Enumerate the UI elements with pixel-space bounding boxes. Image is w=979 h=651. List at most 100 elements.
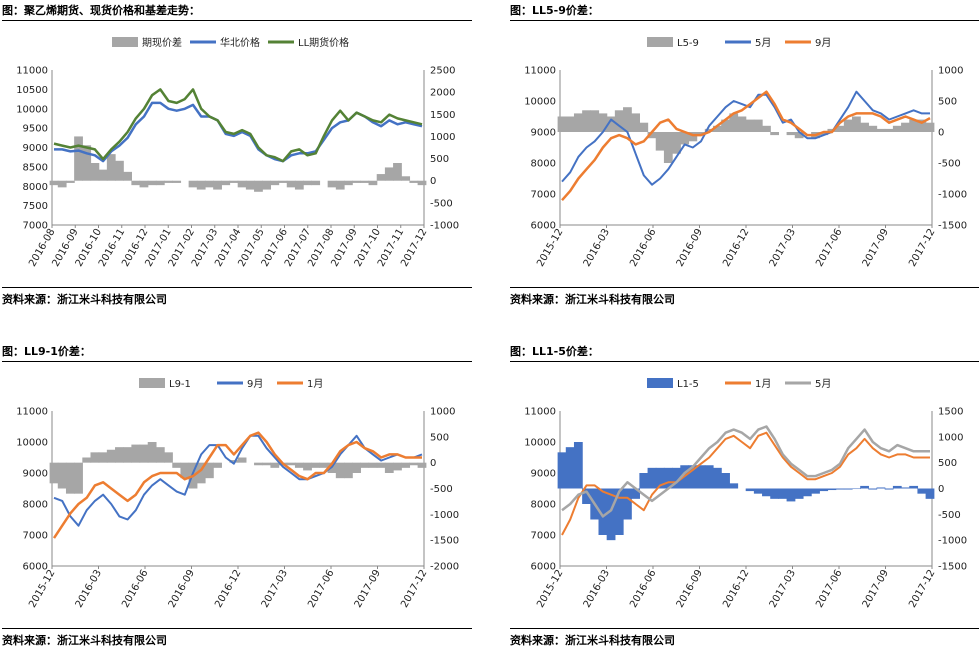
right-tick-label: -1500	[938, 562, 967, 573]
chart-ll9-1: 11000 10000 9000 8000 7000 6000 1000 500 0 -500 -1…	[2, 361, 472, 631]
area-bar	[188, 180, 198, 188]
x-tick-label: 2015-12	[535, 227, 565, 269]
panel-ll1-5: 图：LL1-5价差： 11000 10000 9000 8000 7000 6000 150…	[510, 343, 979, 651]
area-bar	[147, 180, 157, 186]
series-1月-line	[561, 431, 930, 536]
area-bar	[672, 467, 681, 489]
area-bar	[270, 180, 280, 186]
left-tick-label: 8000	[23, 182, 48, 193]
right-tick-label: -1500	[430, 536, 459, 547]
left-tick-label: 11000	[524, 66, 556, 77]
right-tick-label: -500	[430, 198, 453, 209]
x-tick-label: 2017-03	[260, 568, 290, 610]
area-bar	[606, 488, 616, 541]
panel-title: 图：LL5-9价差：	[510, 4, 599, 17]
area-bar	[221, 180, 231, 186]
area-bar	[139, 444, 149, 463]
area-bar	[204, 180, 214, 188]
right-tick-label: -1000	[430, 510, 459, 521]
x-tick-label: 2016-06	[628, 227, 658, 269]
area-bar	[311, 180, 321, 186]
area-bar	[794, 132, 804, 139]
area-bar	[344, 462, 353, 479]
area-bar	[925, 488, 935, 499]
legend-label: LL期货价格	[298, 36, 349, 49]
area-bar	[737, 116, 747, 132]
x-tick-label: 2016-03	[582, 568, 612, 610]
area-bar	[655, 467, 665, 489]
area-bar	[262, 462, 272, 466]
x-tick-label: 2016-06	[628, 568, 658, 610]
area-bar	[237, 180, 247, 188]
x-tick-label: 2016-09	[675, 568, 705, 610]
area-bar	[303, 180, 312, 186]
area-bar	[164, 180, 173, 183]
legend-label: 5月	[755, 37, 771, 49]
area-bar	[753, 119, 763, 132]
x-tick-label: 2016-12	[721, 227, 751, 269]
left-tick-label: 10000	[16, 438, 48, 449]
area-bar	[778, 488, 788, 499]
area-bar	[376, 462, 386, 468]
left-tick-label: 10000	[524, 438, 556, 449]
legend-swatch	[112, 37, 138, 47]
area-bar	[98, 452, 108, 463]
area-bar	[74, 136, 83, 181]
area-bar	[614, 110, 624, 132]
legend-label: 9月	[815, 37, 831, 49]
chart-svg: 11000 10000 9000 8000 7000 6000 1000 500 0 -500 -1…	[524, 37, 967, 269]
area-bar	[827, 488, 837, 491]
x-tick-label: 2016-03	[582, 227, 612, 269]
area-bar	[106, 449, 116, 463]
source-note: 资料来源：浙江米斗科技有限公司	[510, 634, 675, 647]
area-bar	[672, 132, 681, 154]
area-bar	[254, 180, 263, 192]
divider	[510, 361, 979, 362]
area-bar	[884, 128, 894, 132]
area-bar	[876, 128, 886, 132]
x-tick-label: 2015-12	[535, 568, 565, 610]
area-bar	[335, 180, 345, 190]
area-bar	[565, 447, 575, 489]
area-bar	[819, 488, 829, 492]
area-bar	[123, 447, 132, 463]
left-tick-label: 9000	[23, 143, 48, 154]
right-tick-label: -500	[938, 159, 961, 170]
area-bar	[417, 462, 427, 468]
area-bar	[319, 462, 329, 468]
legend-label: 期现价差	[142, 36, 182, 49]
area-bar	[835, 488, 845, 490]
area-bar	[663, 467, 673, 489]
series-期现价差-area	[49, 136, 427, 192]
x-tick-label: 2017-09	[861, 227, 891, 269]
area-bar	[786, 488, 796, 502]
area-bar	[762, 125, 771, 132]
area-bar	[172, 180, 182, 183]
area-bar	[909, 485, 919, 489]
left-tick-label: 10000	[16, 104, 48, 115]
right-tick-label: 500	[430, 154, 449, 165]
area-bar	[384, 462, 394, 473]
area-bar	[57, 462, 67, 489]
area-bar	[286, 462, 296, 466]
left-tick-label: 11000	[16, 407, 48, 418]
area-bar	[294, 180, 304, 190]
area-bar	[680, 132, 690, 145]
left-tick-label: 7000	[531, 190, 556, 201]
area-bar	[164, 452, 173, 463]
area-bar	[139, 180, 149, 188]
area-bar	[884, 488, 894, 490]
area-bar	[254, 462, 263, 466]
area-bar	[155, 180, 165, 186]
series-L1-5-area	[557, 442, 935, 541]
area-bar	[892, 125, 902, 132]
panel-ll9-1: 图：LL9-1价差： 11000 10000 9000 8000 7000 6000 100…	[2, 343, 472, 651]
area-bar	[131, 180, 141, 186]
divider	[2, 287, 472, 288]
area-bar	[368, 462, 378, 468]
area-bar	[90, 452, 100, 463]
right-tick-label: 500	[430, 432, 449, 443]
right-tick-label: 2500	[430, 66, 455, 77]
legend-label: L9-1	[169, 379, 191, 390]
divider	[510, 628, 979, 629]
